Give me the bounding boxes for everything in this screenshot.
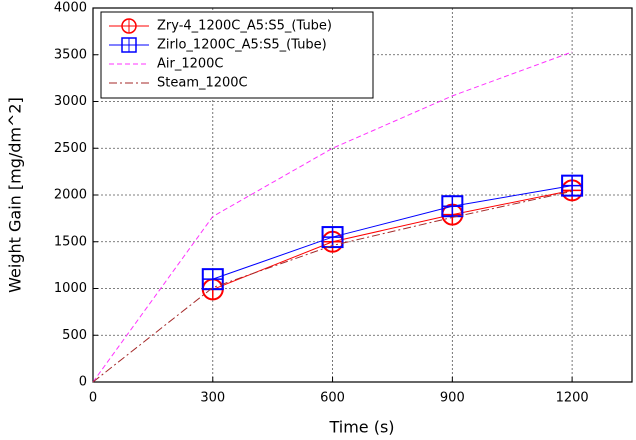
- y-tick-label: 3500: [54, 47, 87, 62]
- y-axis-label: Weight Gain [mg/dm^2]: [6, 97, 25, 293]
- marker-cross: [322, 227, 343, 248]
- y-tick-label: 4000: [54, 1, 87, 16]
- y-tick-label: 2000: [54, 188, 87, 203]
- legend-marker: [121, 18, 137, 34]
- x-tick-label: 900: [440, 391, 465, 406]
- x-tick-label: 0: [89, 391, 97, 406]
- series-line: [212, 189, 573, 290]
- legend-label: Zirlo_1200C_A5:S5_(Tube): [157, 38, 327, 53]
- legend-label: Air_1200C: [157, 57, 224, 72]
- legend-label: Zry-4_1200C_A5:S5_(Tube): [157, 19, 332, 34]
- series-line: [92, 190, 573, 383]
- marker-cross: [442, 196, 463, 217]
- marker-cross: [562, 175, 583, 196]
- marker-cross: [202, 269, 223, 290]
- series-line: [212, 185, 573, 280]
- legend: Zry-4_1200C_A5:S5_(Tube) Zirlo_1200C_A5:S…: [100, 11, 374, 99]
- marker-cross: [122, 38, 136, 52]
- y-tick-label: 1000: [54, 281, 87, 296]
- y-tick-label: 3000: [54, 94, 87, 109]
- square-marker: [441, 195, 464, 218]
- x-tick-label: 600: [320, 391, 345, 406]
- x-axis-label: Time (s): [328, 418, 394, 437]
- x-tick-label: 300: [200, 391, 225, 406]
- marker-cross: [122, 19, 136, 33]
- square-marker: [561, 174, 584, 197]
- y-tick-label: 0: [79, 375, 87, 390]
- y-tick-label: 500: [62, 328, 87, 343]
- x-tick-label: 1200: [556, 391, 589, 406]
- series-line: [92, 51, 573, 383]
- y-tick-label: 1500: [54, 234, 87, 249]
- square-marker: [201, 268, 224, 291]
- legend-label: Steam_1200C: [157, 76, 248, 91]
- legend-marker: [121, 37, 137, 53]
- square-marker: [321, 226, 344, 249]
- y-tick-label: 2500: [54, 141, 87, 156]
- plot-frame: [92, 7, 633, 383]
